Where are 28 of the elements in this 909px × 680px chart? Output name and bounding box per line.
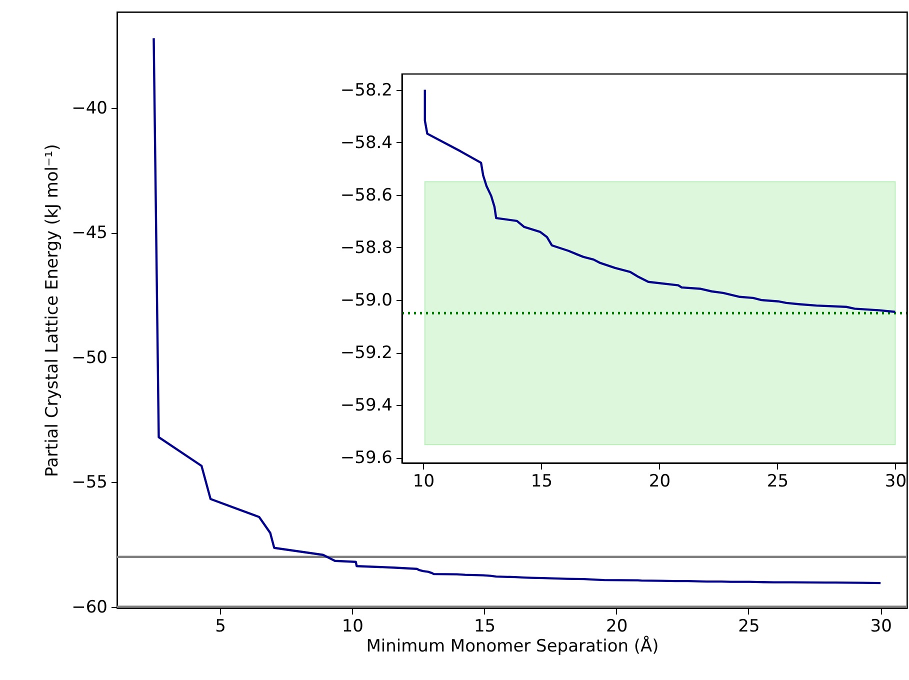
x-tick-label: 25 bbox=[766, 472, 789, 492]
y-tick-label: −59.2 bbox=[340, 343, 392, 364]
y-tick-label: −59.6 bbox=[340, 448, 392, 468]
y-tick-label: −50 bbox=[72, 348, 108, 368]
y-tick-label: −40 bbox=[72, 98, 108, 119]
x-axis-title: Minimum Monomer Separation (Å) bbox=[366, 636, 659, 656]
y-tick-label: −58.6 bbox=[340, 185, 392, 206]
line-series bbox=[424, 88, 896, 313]
y-tick-label: −59.4 bbox=[340, 396, 392, 416]
y-tick-label: −60 bbox=[72, 597, 108, 618]
x-tick-label: 20 bbox=[648, 472, 671, 492]
x-tick-label: 25 bbox=[738, 616, 760, 636]
y-tick-label: −58.2 bbox=[340, 80, 392, 100]
x-tick-label: 30 bbox=[884, 472, 907, 492]
x-tick-label: 20 bbox=[606, 616, 628, 636]
y-tick-label: −55 bbox=[72, 472, 108, 493]
x-tick-label: 10 bbox=[412, 472, 435, 492]
x-tick-label: 30 bbox=[870, 616, 892, 636]
x-tick-label: 5 bbox=[215, 616, 226, 636]
y-tick-label: −58.8 bbox=[340, 238, 392, 258]
line-series bbox=[152, 37, 882, 584]
y-axis-title: Partial Crystal Lattice Energy (kJ mol⁻¹) bbox=[42, 144, 63, 477]
y-tick-label: −45 bbox=[72, 223, 108, 244]
x-tick-label: 10 bbox=[342, 616, 364, 636]
x-tick-label: 15 bbox=[474, 616, 496, 636]
x-tick-label: 15 bbox=[530, 472, 553, 492]
y-tick-label: −58.4 bbox=[340, 132, 392, 153]
y-tick-label: −59.0 bbox=[340, 290, 392, 311]
